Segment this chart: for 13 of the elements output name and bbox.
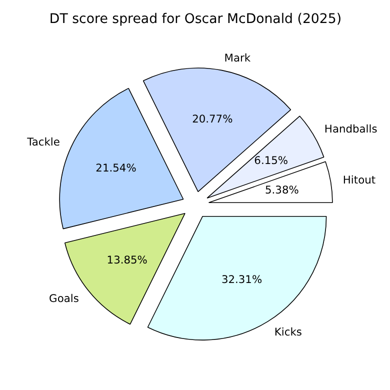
slice-label: Kicks <box>274 325 302 338</box>
slice-label: Handballs <box>324 122 378 136</box>
slice-label: Goals <box>49 292 80 306</box>
slice-label: Hitout <box>342 173 376 186</box>
data-label: 5.38% <box>265 184 299 197</box>
data-label: 13.85% <box>106 253 148 266</box>
chart-title: DT score spread for Oscar McDonald (2025) <box>49 12 342 27</box>
slice-label: Mark <box>224 52 252 65</box>
data-label: 6.15% <box>254 154 288 167</box>
slice-label: Tackle <box>26 135 60 148</box>
data-label: 32.31% <box>221 272 262 286</box>
data-label: 21.54% <box>96 161 136 174</box>
data-label: 20.77% <box>192 112 233 126</box>
